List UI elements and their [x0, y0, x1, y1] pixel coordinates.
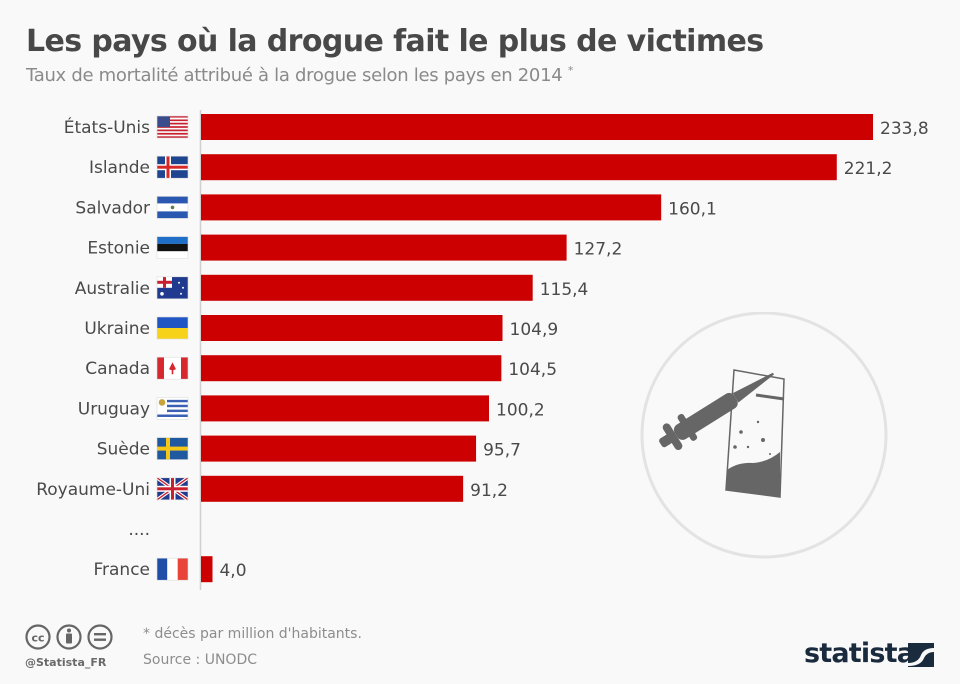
category-label: Ukraine [84, 319, 150, 339]
bar-row: Ukraine [84, 319, 150, 339]
value-label: 104,9 [510, 320, 559, 340]
bar-row: Suède [97, 440, 150, 460]
category-label: Uruguay [78, 399, 150, 419]
category-label: Salvador [75, 198, 150, 218]
bar [201, 114, 873, 140]
value-label: 221,2 [844, 159, 893, 179]
syringe-and-bag-icon [640, 312, 888, 559]
value-label: 127,2 [574, 240, 623, 260]
no-derivatives-icon [87, 624, 113, 650]
footnote: * décès par million d'habitants. [143, 626, 362, 642]
license-icons: cc [25, 624, 113, 650]
bar [201, 315, 503, 341]
bar-row: Uruguay [78, 399, 150, 419]
flag-fr-icon [156, 557, 189, 581]
value-label: 91,2 [470, 481, 508, 501]
subtitle-asterisk: * [567, 64, 574, 77]
bar [201, 355, 502, 382]
category-label: Islande [89, 158, 150, 178]
flag-ua-icon [156, 316, 189, 340]
flag-uy-icon [156, 397, 189, 420]
bar [201, 194, 662, 221]
attribution-icon [56, 624, 82, 650]
flag-us-icon [156, 115, 189, 139]
bar [201, 234, 567, 261]
category-label: Estonie [87, 239, 150, 259]
value-label: 95,7 [483, 441, 521, 461]
category-label: Suède [97, 440, 150, 460]
value-label: 104,5 [508, 360, 557, 380]
cc-icon: cc [25, 624, 51, 650]
svg-text:cc: cc [31, 632, 44, 645]
bar [201, 475, 464, 502]
flag-is-icon [156, 155, 189, 179]
bar-chart: États-Unis 233,8 Islande 221,2 Salvador 160,1… [36, 110, 929, 590]
flag-ca-icon [156, 356, 189, 380]
flag-se-icon [156, 437, 189, 460]
flag-ee-icon [156, 236, 189, 259]
bar-row: Royaume-Uni [36, 480, 150, 500]
source: Source : UNODC [143, 652, 257, 668]
category-label: États-Unis [64, 116, 150, 138]
bar-row: Islande [89, 158, 150, 178]
value-label: 115,4 [540, 280, 589, 300]
bar-row: France [93, 560, 150, 580]
bar [201, 395, 489, 422]
bar-row: Estonie [87, 239, 150, 259]
bar [201, 556, 213, 583]
bar [201, 154, 837, 181]
chart-subtitle: Taux de mortalité attribué à la drogue s… [26, 64, 573, 86]
bar-row: Australie [75, 279, 150, 299]
subtitle-text: Taux de mortalité attribué à la drogue s… [26, 65, 563, 86]
statista-logo: statista [804, 638, 915, 669]
value-label: 233,8 [880, 119, 929, 139]
bar-row: Canada [85, 359, 150, 379]
value-label: 160,1 [668, 199, 717, 219]
chart-title: Les pays où la drogue fait le plus de vi… [26, 24, 764, 59]
statista-logo-mark-icon [908, 643, 934, 667]
twitter-handle: @Statista_FR [25, 656, 107, 669]
category-label: Australie [75, 279, 150, 299]
flag-gb-icon [155, 476, 190, 502]
bar-row: États-Unis [64, 116, 150, 138]
category-label: Royaume-Uni [36, 480, 150, 500]
flag-au-icon [156, 276, 189, 300]
flag-sv-icon [156, 196, 189, 219]
category-label: Canada [85, 359, 150, 379]
value-label: 100,2 [496, 400, 545, 420]
category-label: France [93, 560, 150, 580]
bar-row: Salvador [75, 198, 150, 218]
ellipsis-label: .... [128, 520, 150, 540]
bar [201, 274, 533, 301]
value-label: 4,0 [219, 561, 246, 581]
bar [201, 435, 477, 462]
